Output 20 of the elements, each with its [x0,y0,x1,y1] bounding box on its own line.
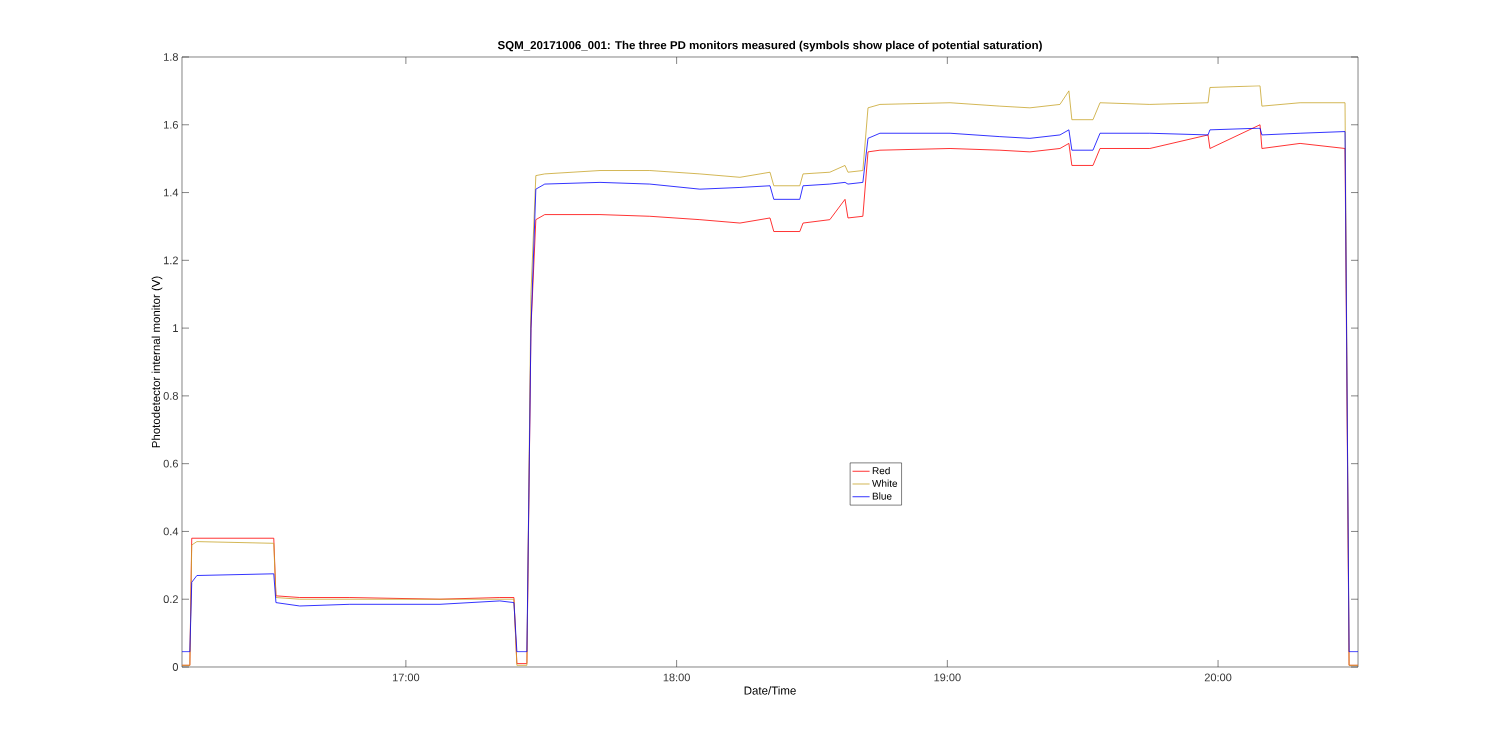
y-tick-label: 1 [173,324,178,332]
x-tick-label: 18:00 [663,673,690,682]
x-tick-label: 20:00 [1204,673,1232,682]
y-tick-label: 0 [172,663,179,671]
legend-label: Red [872,466,890,475]
chart-title: SQM_20171006_001: The three PD monitors measured (symbols show place of potential saturation) [497,40,1042,52]
x-axis-title: Date/Time [744,686,796,695]
y-tick-label: 0.4 [163,527,179,536]
y-tick-label: 1.8 [164,53,178,61]
y-tick-label: 1.6 [164,120,178,129]
y-tick-label: 1.4 [164,188,179,197]
legend-label: Blue [872,492,892,500]
y-axis-title: Photodetector internal monitor (V) [151,276,163,448]
x-tick-label: 17:00 [392,673,420,682]
y-tick-label: 0.2 [163,595,178,604]
y-tick-label: 1.2 [164,256,178,265]
legend-label: White [872,479,898,487]
y-tick-label: 0.6 [163,459,178,468]
y-tick-label: 0.8 [163,392,178,400]
x-tick-label: 19:00 [934,673,961,682]
